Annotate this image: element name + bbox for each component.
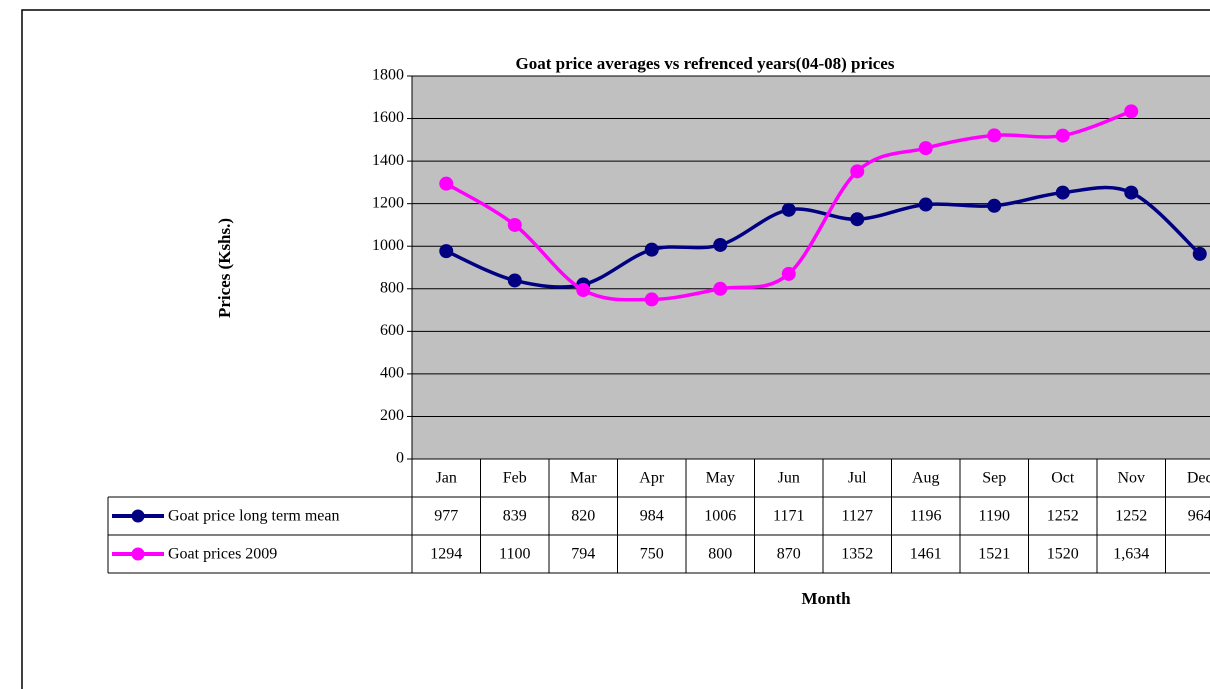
x-tick-label: Aug	[912, 470, 940, 487]
table-value: 964	[1188, 508, 1210, 525]
table-value: 870	[777, 546, 801, 563]
table-value: 750	[640, 546, 664, 563]
point	[1055, 185, 1070, 200]
table-value: 839	[503, 508, 527, 525]
table-value: 820	[571, 508, 595, 525]
table-value: 1190	[979, 508, 1010, 525]
y-tick-label: 1800	[372, 67, 404, 84]
y-tick-label: 800	[380, 279, 404, 296]
x-tick-label: Jun	[778, 470, 800, 487]
x-tick-label: May	[706, 470, 735, 487]
y-tick-label: 400	[380, 365, 404, 382]
x-axis-label: Month	[801, 589, 851, 608]
table-value: 1,634	[1113, 546, 1149, 563]
point	[1055, 128, 1070, 143]
table-value: 1006	[704, 508, 736, 525]
point	[507, 217, 522, 232]
legend-marker	[131, 509, 145, 523]
table-value: 1461	[910, 546, 942, 563]
plot-area	[411, 75, 1210, 460]
table-value: 1521	[978, 546, 1010, 563]
point	[850, 164, 865, 179]
table-value: 1352	[841, 546, 873, 563]
table-value: 1171	[773, 508, 804, 525]
x-tick-label: Dec	[1187, 470, 1210, 487]
y-tick-label: 0	[396, 450, 404, 467]
point	[918, 141, 933, 156]
x-tick-label: Feb	[503, 470, 527, 487]
x-tick-label: Nov	[1117, 470, 1145, 487]
point	[576, 283, 591, 298]
table-value: 1127	[842, 508, 873, 525]
table-value: 1252	[1047, 508, 1079, 525]
x-tick-label: Sep	[982, 470, 1006, 487]
point	[918, 197, 933, 212]
point	[850, 212, 865, 227]
table-value: 1520	[1047, 546, 1079, 563]
y-axis-label: Prices (Kshs.)	[215, 218, 234, 318]
point	[987, 198, 1002, 213]
table-value: 800	[708, 546, 732, 563]
point	[644, 292, 659, 307]
table-value: 984	[640, 508, 664, 525]
y-tick-label: 600	[380, 322, 404, 339]
point	[781, 266, 796, 281]
point	[507, 273, 522, 288]
point	[439, 244, 454, 259]
point	[713, 281, 728, 296]
point	[644, 242, 659, 257]
table-value: 1294	[430, 546, 462, 563]
point	[781, 202, 796, 217]
y-tick-label: 1600	[372, 109, 404, 126]
chart-title: Goat price averages vs refrenced years(0…	[516, 54, 895, 73]
x-tick-label: Jan	[436, 470, 457, 487]
table-value: 977	[434, 508, 458, 525]
x-tick-label: Oct	[1051, 470, 1075, 487]
point	[987, 128, 1002, 143]
y-tick-label: 1000	[372, 237, 404, 254]
x-tick-label: Jul	[848, 470, 867, 487]
table-value: 794	[571, 546, 595, 563]
table-value: 1252	[1115, 508, 1147, 525]
table-value: 1196	[910, 508, 941, 525]
y-tick-label: 200	[380, 407, 404, 424]
point	[439, 176, 454, 191]
point	[1124, 185, 1139, 200]
x-tick-label: Apr	[639, 470, 665, 487]
point	[1124, 104, 1139, 119]
table-value: 1100	[499, 546, 530, 563]
legend-label: Goat prices 2009	[168, 546, 277, 563]
y-tick-label: 1400	[372, 152, 404, 169]
legend-marker	[131, 547, 145, 561]
y-tick-label: 1200	[372, 194, 404, 211]
x-tick-label: Mar	[570, 470, 597, 487]
legend-label: Goat price long term mean	[168, 508, 340, 525]
point	[1192, 246, 1207, 261]
point	[713, 237, 728, 252]
